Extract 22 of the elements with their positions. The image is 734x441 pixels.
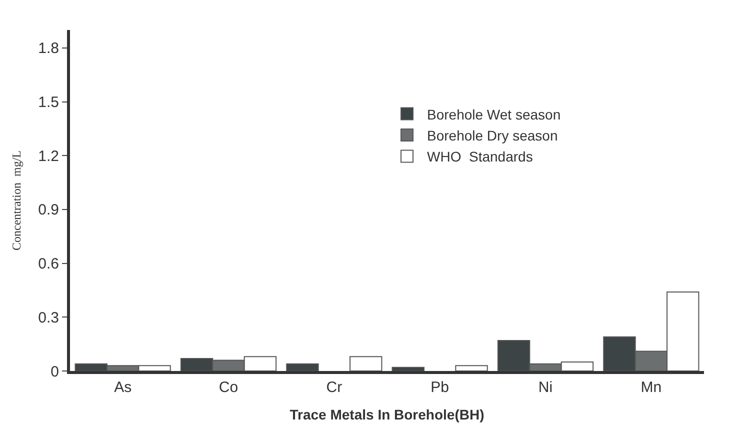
legend-label: Borehole Dry season: [427, 127, 558, 144]
x-axis-title: Trace Metals In Borehole(BH): [290, 406, 484, 422]
y-tick-label: 1.8: [38, 40, 59, 58]
bar: [286, 363, 319, 371]
x-tick-label: As: [114, 379, 132, 396]
bar: [350, 356, 382, 371]
y-tick-label: 0: [50, 363, 59, 380]
y-tick-label: 0.3: [38, 309, 59, 326]
x-tick-label: Mn: [640, 379, 662, 396]
legend-label: Borehole Wet season: [427, 106, 561, 122]
y-tick-label: 0.9: [38, 202, 59, 219]
x-tick-label: Ni: [538, 379, 553, 396]
y-tick-label: 1.5: [38, 94, 59, 112]
x-tick-label: Cr: [326, 379, 342, 396]
bar: [392, 366, 424, 371]
x-tick-label: Pb: [430, 379, 450, 396]
legend-label: WHO Standards: [427, 148, 533, 165]
y-tick-label: 1.2: [38, 148, 59, 165]
bar: [455, 365, 488, 371]
x-tick-label: Co: [218, 379, 238, 396]
y-axis-title: Concentration mg/L: [9, 150, 24, 250]
y-tick-label: 0.6: [38, 256, 59, 273]
